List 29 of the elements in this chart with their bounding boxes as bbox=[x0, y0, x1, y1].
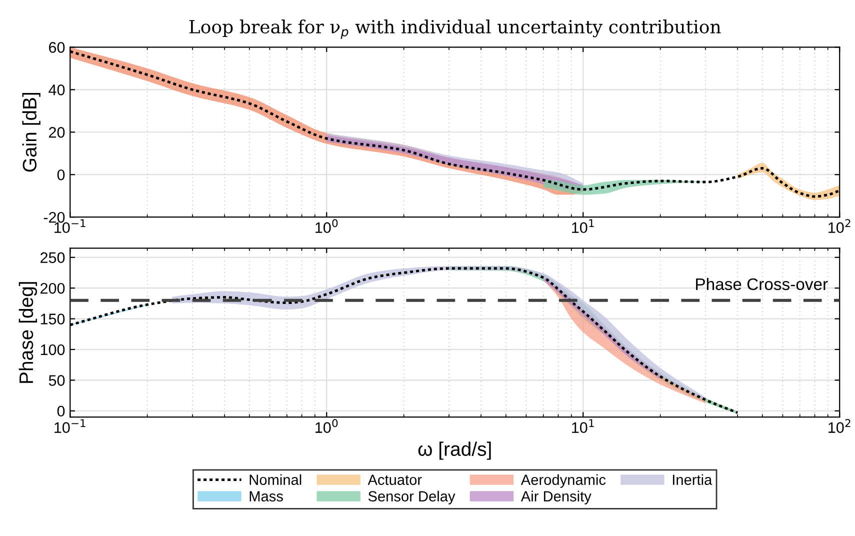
y-tick-label: 100 bbox=[40, 344, 65, 356]
x-axis-title: ω [rad/s] bbox=[418, 442, 491, 460]
x-tick-label: 10$^{2}$ bbox=[828, 219, 850, 234]
x-tick-label: 10$^{0}$ bbox=[316, 219, 338, 234]
y-tick-label: 250 bbox=[40, 252, 65, 264]
y-axis-title: Phase [deg] bbox=[18, 282, 37, 383]
y-tick-label: 50 bbox=[48, 375, 65, 386]
x-tick-label: 10$^{1}$ bbox=[572, 219, 594, 234]
ref-line-label: Phase Cross-over bbox=[696, 278, 828, 290]
legend-label: Inertia bbox=[672, 474, 712, 485]
y-tick-label: 0 bbox=[57, 406, 65, 417]
y-tick-label: 0 bbox=[57, 169, 65, 180]
x-tick-label: 10$^{−1}$ bbox=[54, 419, 86, 433]
chart-title: Loop break for ν$_{p}$ with individual uncertainty contribution bbox=[189, 20, 721, 39]
y-tick-label: 150 bbox=[40, 314, 65, 324]
x-tick-label: 10$^{1}$ bbox=[572, 419, 594, 433]
legend-label: Sensor Delay bbox=[368, 490, 456, 504]
legend-label: Actuator bbox=[368, 474, 422, 485]
y-tick-label: 200 bbox=[40, 282, 65, 294]
legend-label: Aerodynamic bbox=[520, 474, 606, 488]
y-axis-title: Gain [dB] bbox=[22, 92, 40, 172]
y-tick-label: 40 bbox=[48, 84, 65, 96]
x-tick-label: 10$^{2}$ bbox=[828, 419, 850, 433]
legend-label: Air Density bbox=[520, 490, 592, 504]
y-tick-label: 20 bbox=[49, 126, 65, 138]
legend-label: Mass bbox=[250, 491, 283, 502]
legend-label: Nominal bbox=[250, 474, 302, 485]
y-tick-label: 60 bbox=[49, 42, 65, 53]
x-tick-label: 10$^{0}$ bbox=[316, 419, 338, 433]
